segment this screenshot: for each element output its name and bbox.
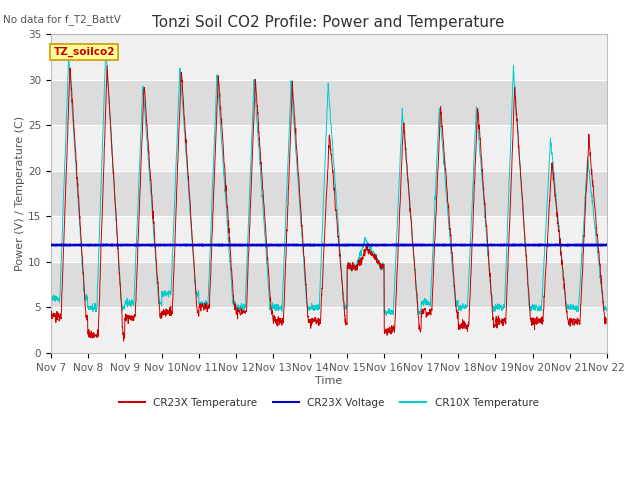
Bar — [51, 171, 607, 216]
Legend: CR23X Temperature, CR23X Voltage, CR10X Temperature: CR23X Temperature, CR23X Voltage, CR10X … — [115, 394, 543, 412]
Text: No data for f_T2_BattV: No data for f_T2_BattV — [3, 14, 121, 25]
Title: Tonzi Soil CO2 Profile: Power and Temperature: Tonzi Soil CO2 Profile: Power and Temper… — [152, 15, 505, 30]
X-axis label: Time: Time — [315, 375, 342, 385]
Bar — [51, 308, 607, 353]
Bar — [51, 80, 607, 125]
Y-axis label: Power (V) / Temperature (C): Power (V) / Temperature (C) — [15, 116, 25, 271]
Text: TZ_soilco2: TZ_soilco2 — [54, 47, 115, 57]
Bar — [51, 125, 607, 171]
Bar — [51, 34, 607, 80]
Bar — [51, 216, 607, 262]
Bar — [51, 262, 607, 308]
